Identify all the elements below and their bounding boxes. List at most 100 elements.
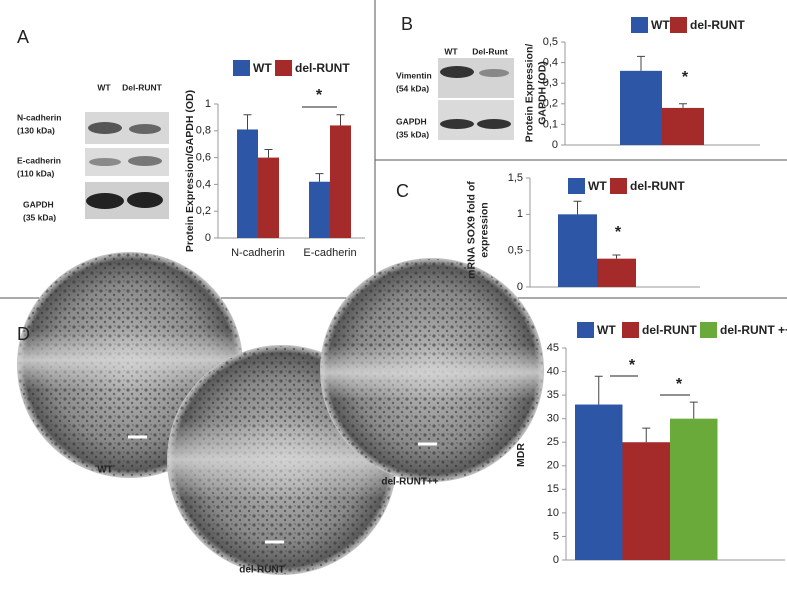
legend-swatch <box>670 17 687 33</box>
legend-swatch <box>610 178 627 194</box>
legend-label: WT <box>651 18 670 32</box>
legend-label: del-RUNT <box>642 323 697 337</box>
image-label: WT <box>97 465 113 476</box>
blot-label: (35 kDa) <box>396 129 429 139</box>
annotation: * <box>615 224 622 241</box>
bar <box>575 404 623 560</box>
y-tick-label: 15 <box>547 483 559 495</box>
lane-label: Del-RUNT <box>122 82 162 92</box>
bar <box>662 107 704 145</box>
legend-label: del-RUNT <box>295 61 350 75</box>
y-tick-label: 0,1 <box>543 118 558 130</box>
y-tick-label: 0,2 <box>543 98 558 110</box>
panel-letter: A <box>17 27 29 47</box>
x-tick-label: E-cadherin <box>303 247 356 259</box>
blot-label: E-cadherin <box>17 155 61 165</box>
y-tick-label: 35 <box>547 389 559 401</box>
legend-swatch <box>700 322 717 338</box>
y-tick-label: 40 <box>547 365 559 377</box>
bar <box>330 125 351 238</box>
error-bar <box>243 114 252 130</box>
bar <box>237 129 258 238</box>
error-bar <box>594 375 603 405</box>
y-tick-label: 0 <box>553 554 559 566</box>
error-bar <box>573 200 582 215</box>
panel-letter: C <box>396 181 409 201</box>
legend-label: del-RUNT ++ <box>720 323 787 337</box>
y-tick-label: 5 <box>553 530 559 542</box>
y-tick-label: 1 <box>517 208 523 220</box>
y-tick-label: 0,6 <box>196 152 211 164</box>
error-bar <box>336 114 345 126</box>
image-label: del-RUNT <box>239 565 285 576</box>
error-bar <box>679 103 687 108</box>
y-tick-label: 45 <box>547 342 559 354</box>
legend-swatch <box>577 322 594 338</box>
y-tick-label: 0,3 <box>543 77 558 89</box>
y-tick-label: 25 <box>547 436 559 448</box>
legend-label: WT <box>588 179 607 193</box>
y-tick-label: 30 <box>547 413 559 425</box>
y-axis-label: expression <box>478 202 490 257</box>
y-tick-label: 0 <box>517 281 523 293</box>
bar <box>670 418 718 560</box>
legend-swatch <box>275 60 292 76</box>
legend-swatch <box>631 17 648 33</box>
annotation: * <box>676 376 683 393</box>
bar <box>258 157 279 238</box>
y-tick-label: 0,4 <box>543 57 558 69</box>
blot-label: (35 kDa) <box>23 212 56 222</box>
y-tick-label: 0,5 <box>508 245 523 257</box>
y-tick-label: 10 <box>547 507 559 519</box>
y-tick-label: 0,4 <box>196 178 211 190</box>
y-tick-label: 0,5 <box>543 36 558 48</box>
panel-letter: D <box>17 324 30 344</box>
bar <box>309 181 330 238</box>
legend-label: WT <box>253 61 272 75</box>
error-bar <box>637 55 645 71</box>
annotation: * <box>316 87 323 104</box>
blot-label: N-cadherin <box>17 112 61 122</box>
y-axis-label: MDR <box>515 443 527 467</box>
y-tick-label: 0 <box>205 232 211 244</box>
legend-label: del-RUNT <box>690 18 745 32</box>
western-blot <box>438 58 514 140</box>
lane-label: WT <box>444 46 458 56</box>
annotation: * <box>629 357 636 374</box>
y-axis-label: GAPDH (OD) <box>536 61 548 125</box>
legend-swatch <box>568 178 585 194</box>
y-axis-label: mRNA SOX9 fold of <box>465 181 477 279</box>
legend-label: del-RUNT <box>630 179 685 193</box>
error-bar <box>689 401 698 419</box>
y-axis-label: Protein Expression/ <box>523 44 535 143</box>
blot-label: GAPDH <box>396 116 427 126</box>
blot-label: (130 kDa) <box>17 125 55 135</box>
error-bar <box>264 149 273 158</box>
panel-letter: B <box>401 14 413 34</box>
lane-label: WT <box>97 82 111 92</box>
legend-label: WT <box>597 323 616 337</box>
bar <box>558 214 597 287</box>
error-bar <box>315 173 324 182</box>
blot-label: GAPDH <box>23 199 54 209</box>
microscopy-image <box>320 258 544 482</box>
y-tick-label: 0,2 <box>196 205 211 217</box>
image-label: del-RUNT++ <box>381 477 438 488</box>
blot-label: Vimentin <box>396 70 432 80</box>
bar <box>597 258 636 287</box>
y-tick-label: 20 <box>547 460 559 472</box>
y-axis-label: Protein Expression/GAPDH (OD) <box>184 90 196 252</box>
x-tick-label: N-cadherin <box>231 247 285 259</box>
western-blot <box>85 112 169 219</box>
blot-label: (54 kDa) <box>396 83 429 93</box>
y-tick-label: 0,8 <box>196 125 211 137</box>
legend-swatch <box>233 60 250 76</box>
bar <box>622 442 670 560</box>
blot-label: (110 kDa) <box>17 168 54 178</box>
error-bar <box>612 254 621 259</box>
legend-swatch <box>622 322 639 338</box>
lane-label: Del-Runt <box>472 46 508 56</box>
y-tick-label: 0 <box>552 139 558 151</box>
bar <box>620 70 662 145</box>
